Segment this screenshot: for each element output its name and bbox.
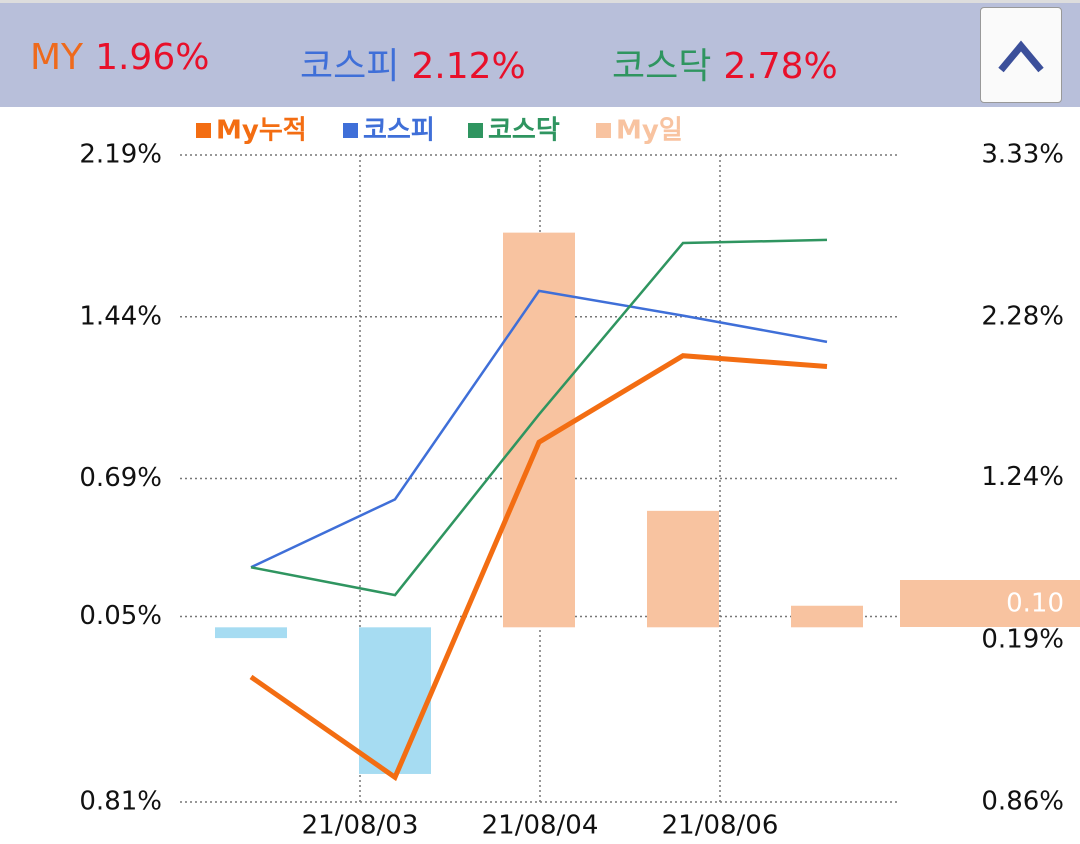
summary-bar: MY 1.96% 코스피 2.12% 코스닥 2.78%: [0, 0, 1080, 107]
legend-swatch: [343, 123, 358, 138]
summary-value: 2.12%: [411, 46, 526, 87]
y-tick-label: 1.44%: [79, 301, 162, 331]
line-series: [250, 238, 828, 597]
y-tick-label: 2.19%: [79, 140, 162, 170]
bar: [215, 627, 287, 639]
legend-swatch: [468, 123, 483, 138]
y2-tick-label: 0.86%: [981, 787, 1064, 817]
summary-item: MY 1.96%: [30, 37, 209, 78]
summary-item: 코스닥 2.78%: [612, 37, 838, 89]
bar: [647, 510, 719, 628]
collapse-button[interactable]: [980, 7, 1062, 103]
bar: [791, 605, 863, 628]
y2-tick-label: 0.19%: [981, 624, 1064, 654]
legend-swatch: [596, 123, 611, 138]
summary-value: 1.96%: [95, 37, 210, 78]
chevron-icon: [998, 40, 1044, 73]
line-series: [249, 353, 828, 782]
legend-label: My누적: [216, 116, 307, 146]
bar: [359, 627, 431, 774]
summary-value: 2.78%: [723, 46, 838, 87]
summary-label: MY: [30, 37, 84, 78]
legend-label: 코스피: [363, 116, 435, 146]
summary-label: 코스닥: [612, 46, 712, 87]
line-series: [250, 289, 828, 569]
legend-label: 코스닥: [488, 116, 560, 146]
chart: 2.19% 1.44% 0.69% 0.05% 0.81% 3.33% 2.28% 1.24%…: [79, 116, 1080, 841]
annotation: 0.10: [1006, 589, 1064, 619]
y2-tick-label: 1.24%: [981, 462, 1064, 492]
y2-tick-label: 3.33%: [981, 140, 1064, 170]
x-tick-label: 21/08/04: [482, 811, 599, 841]
legend-swatch: [196, 123, 211, 138]
y2-tick-label: 2.28%: [981, 302, 1064, 332]
y-tick-label: 0.81%: [79, 787, 162, 817]
y-tick-label: 0.05%: [79, 601, 162, 631]
x-tick-label: 21/08/06: [662, 811, 779, 841]
x-tick-label: 21/08/03: [302, 811, 419, 841]
y-tick-label: 0.69%: [79, 463, 162, 493]
summary-item: 코스피 2.12%: [300, 37, 526, 89]
legend-label: My일: [616, 116, 683, 146]
summary-label: 코스피: [300, 46, 400, 87]
annotation-box: [900, 580, 1080, 627]
